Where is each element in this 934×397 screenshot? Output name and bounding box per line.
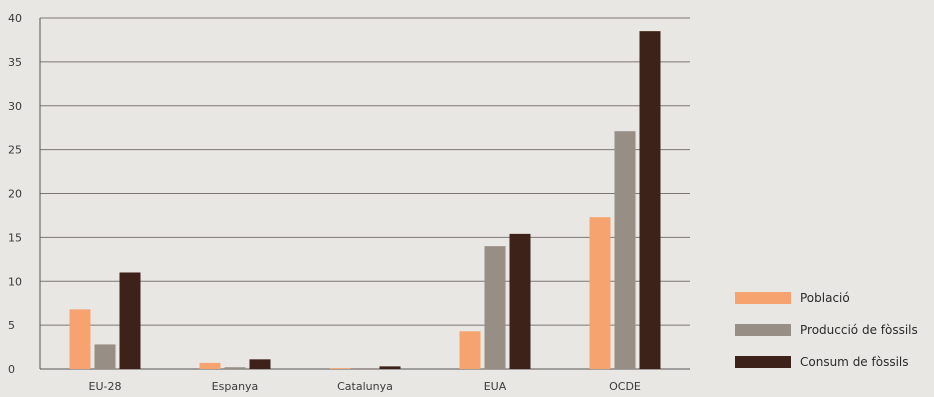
legend: Població Producció de fòssils Consum de fò… [735,291,918,369]
x-tick-label: EU-28 [89,380,122,393]
bar [94,344,116,369]
bar [614,131,636,369]
bar [589,217,611,369]
bar [639,31,661,369]
bar [459,331,481,369]
legend-swatch [735,356,791,368]
bar [329,368,351,369]
bar [354,368,376,369]
legend-label: Població [800,291,850,305]
bar [199,362,221,369]
x-axis-ticks: EU-28 Espanya Catalunya EUA OCDE [89,380,641,393]
legend-label: Producció de fòssils [800,323,918,337]
y-tick-label: 30 [8,100,22,113]
y-tick-label: 20 [8,188,22,201]
bar [379,366,401,369]
bar [69,309,91,369]
bar [119,272,141,369]
x-tick-label: OCDE [609,380,641,393]
legend-label: Consum de fòssils [800,355,909,369]
legend-swatch [735,292,791,304]
y-tick-label: 5 [8,319,15,332]
x-tick-label: EUA [484,380,507,393]
y-tick-label: 10 [8,275,22,288]
y-tick-label: 35 [8,56,22,69]
bars [69,31,661,369]
bar [224,367,246,369]
gridlines [39,17,690,370]
y-tick-label: 25 [8,144,22,157]
y-tick-label: 15 [8,231,22,244]
y-axis-ticks: 0 5 10 15 20 25 30 35 40 [8,12,22,376]
y-tick-label: 0 [8,363,15,376]
y-tick-label: 40 [8,12,22,25]
x-tick-label: Catalunya [337,380,393,393]
bar [484,246,506,369]
x-tick-label: Espanya [212,380,259,393]
legend-swatch [735,324,791,336]
bar [509,233,531,369]
bar [249,359,271,369]
